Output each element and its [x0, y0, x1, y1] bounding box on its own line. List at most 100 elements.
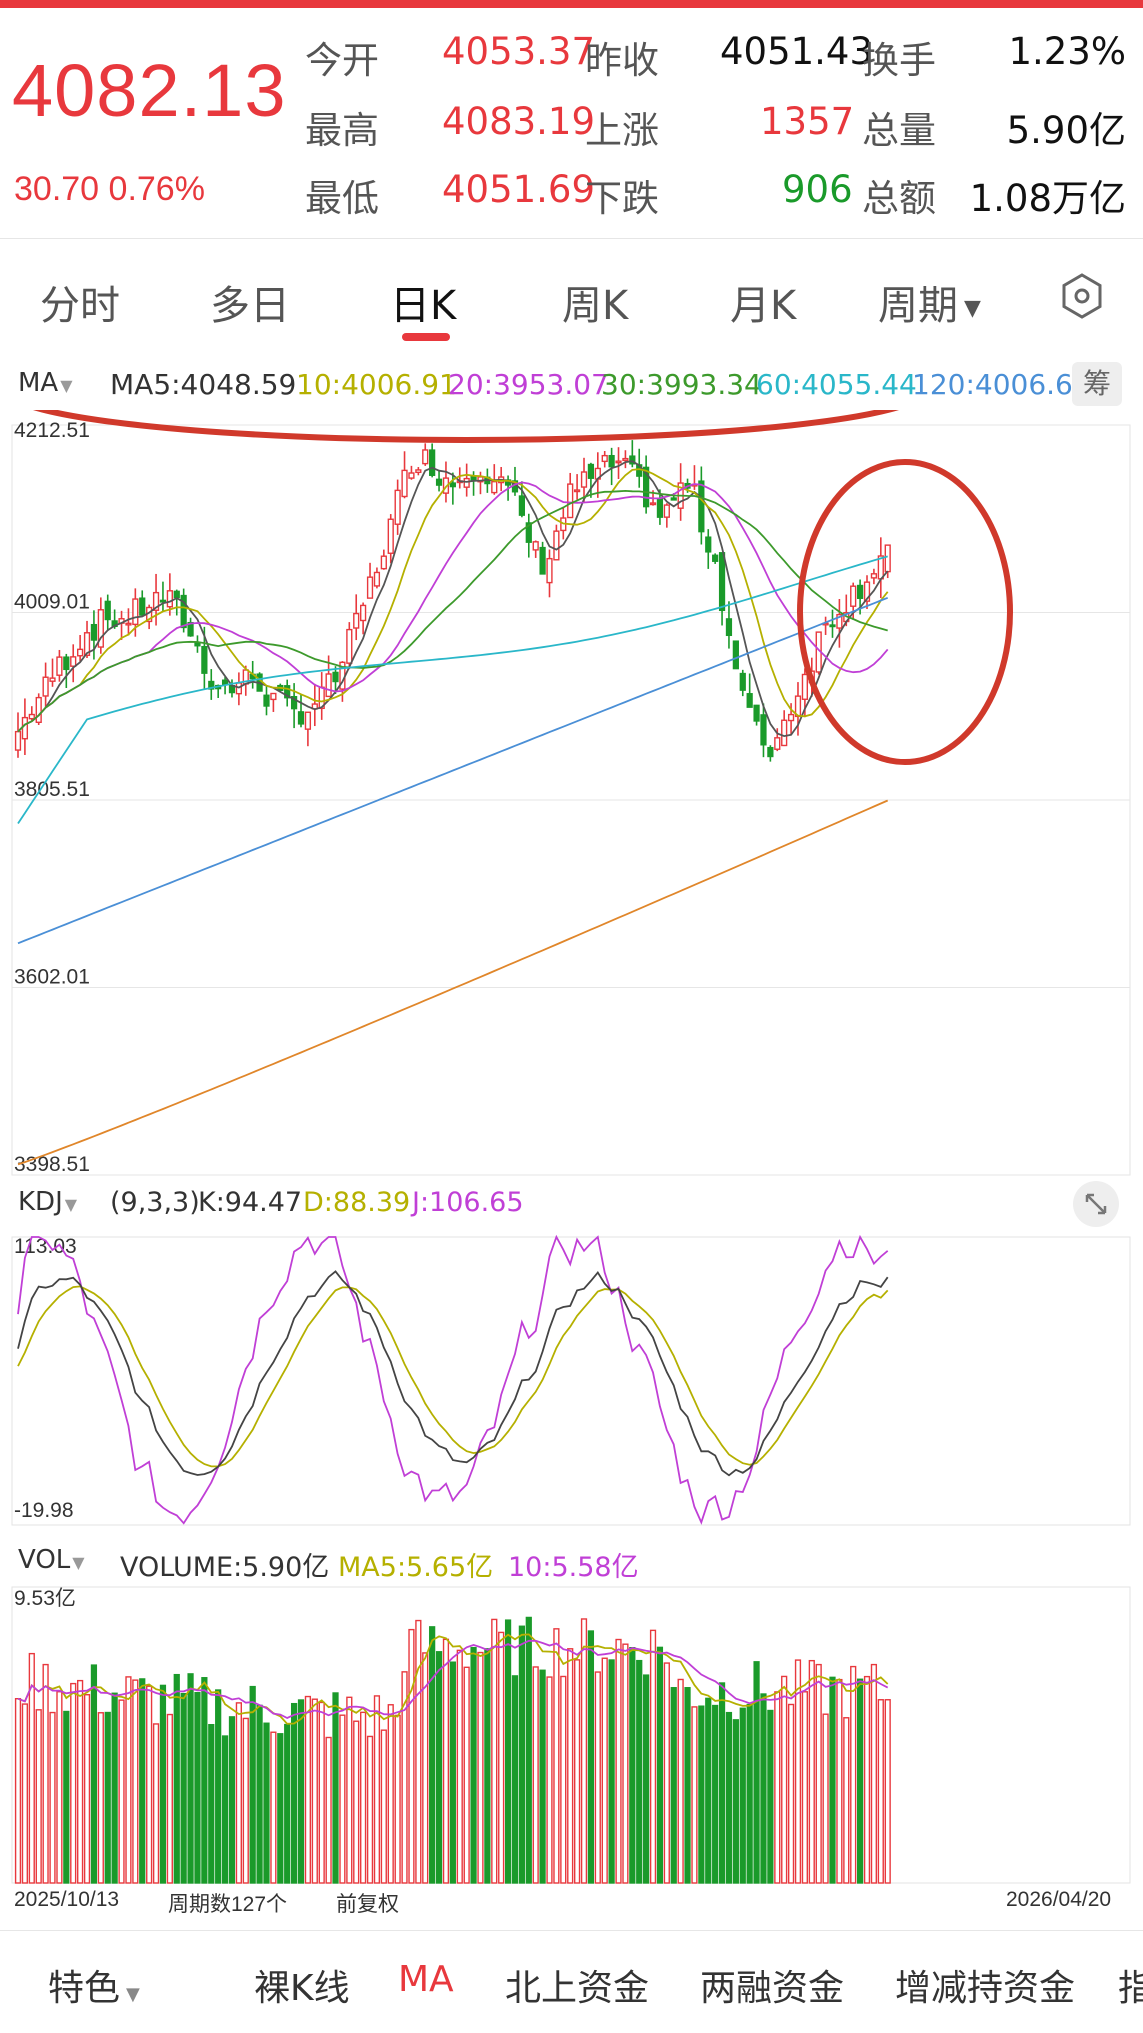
candle-body	[104, 600, 111, 621]
tab-monthly-k[interactable]: 月K	[730, 283, 797, 329]
quote-label: 换手	[862, 39, 936, 82]
ma-selector-label: MA	[18, 368, 59, 398]
nav-naked-k[interactable]: 裸K线	[254, 1968, 350, 2009]
volume-value: VOLUME:5.90亿	[120, 1552, 330, 1583]
vol-ma5-line	[17, 1633, 889, 1725]
ma120-value: 120:4006.69	[912, 368, 1091, 401]
ma10-value: 10:4006.91	[296, 368, 457, 401]
kdj-k-line	[17, 1270, 889, 1477]
ma30-line	[17, 489, 888, 733]
quote-value: 4053.37	[442, 30, 596, 73]
adjust-mode[interactable]: 前复权	[336, 1893, 399, 1916]
bottom-indicator-nav: 特色 ▼ 裸K线 MA 北上资金 两融资金 增减持资金 指	[0, 1930, 1143, 2033]
settings-hexagon-icon[interactable]	[1058, 272, 1106, 320]
tab-multiday[interactable]: 多日	[210, 283, 290, 329]
candle-body	[152, 591, 160, 611]
volume-bar	[373, 1695, 381, 1884]
vol-indicator-line: VOL ▼ VOLUME:5.90亿 MA5:5.65亿 10:5.58亿	[0, 1543, 1143, 1583]
candle-body	[360, 604, 367, 622]
ma-selector[interactable]: MA ▼	[18, 368, 73, 398]
nav-margin[interactable]: 两融资金	[700, 1968, 845, 2009]
candle-body	[836, 613, 843, 629]
volume-bar	[380, 1729, 387, 1884]
candle-body	[304, 711, 312, 730]
volume-bar	[290, 1702, 298, 1884]
volume-bar	[663, 1662, 670, 1884]
volume-bar	[525, 1616, 532, 1884]
volume-bar	[705, 1697, 712, 1884]
candle-body	[28, 713, 35, 720]
chip-distribution-button[interactable]: 筹	[1072, 362, 1122, 406]
tab-period[interactable]: 周期 ▼	[878, 273, 981, 331]
volume-bar	[235, 1702, 242, 1884]
tab-daily-k[interactable]: 日K	[390, 283, 457, 329]
nav-holding-change[interactable]: 增减持资金	[895, 1968, 1076, 2009]
candle-body	[380, 555, 387, 570]
tab-weekly-k[interactable]: 周K	[562, 283, 629, 329]
volume-bar	[70, 1682, 77, 1884]
top-accent-bar	[0, 0, 1143, 8]
caret-down-icon: ▼	[64, 1195, 78, 1214]
candle-body	[90, 623, 98, 641]
candle-body	[42, 676, 49, 697]
volume-bar	[360, 1711, 367, 1884]
candle-body	[656, 497, 664, 518]
volume-bar	[774, 1691, 781, 1884]
volume-bar	[311, 1698, 318, 1884]
quote-value: 1357	[760, 100, 855, 143]
tab-period-label: 周期	[878, 283, 958, 329]
tab-intraday[interactable]: 分时	[40, 283, 120, 329]
candle-body	[670, 497, 677, 501]
nav-featured[interactable]: 特色 ▼	[48, 1959, 140, 2011]
expand-icon[interactable]	[1073, 1181, 1119, 1227]
candle-body	[132, 598, 139, 626]
kdj-indicator-line: KDJ ▼ (9,3,3) K:94.47 D:88.39 J:106.65	[0, 1181, 1143, 1227]
candle-body	[63, 656, 70, 671]
candle-body	[525, 522, 532, 543]
volume-bar	[256, 1704, 263, 1884]
chart-canvas[interactable]: 4212.51 4009.01 3805.51 3602.01 3398.51 113.0…	[0, 410, 1143, 1970]
candle-body	[201, 645, 208, 674]
candle-body	[781, 719, 788, 747]
candle-body	[829, 624, 836, 628]
kdj-params: (9,3,3)	[110, 1187, 200, 1218]
ma60-line	[17, 555, 888, 824]
candle-body	[553, 530, 560, 561]
annotation-ellipse-latest	[797, 459, 1013, 765]
candle-body	[353, 612, 360, 629]
vol-selector[interactable]: VOL ▼	[18, 1545, 85, 1575]
candle-body	[180, 594, 187, 629]
kdj-j-line	[17, 1234, 889, 1525]
kdj-j-value: J:106.65	[412, 1187, 524, 1218]
volume-bar	[546, 1676, 553, 1884]
ma5-line	[17, 460, 889, 738]
volume-bar	[511, 1675, 519, 1884]
quote-label: 总量	[862, 109, 936, 152]
active-tab-underline	[402, 333, 450, 341]
volume-bar	[284, 1723, 291, 1884]
nav-more[interactable]: 指	[1118, 1968, 1143, 2009]
volume-bar	[822, 1713, 829, 1884]
volume-bar	[77, 1679, 84, 1884]
quote-header: 4082.13 30.70 0.76%	[0, 8, 1143, 239]
main-y-tick-label: 4009.01	[14, 591, 90, 614]
ma250-line	[17, 799, 889, 1166]
nav-northbound[interactable]: 北上资金	[505, 1968, 650, 2009]
kdj-y-tick-label: 113.03	[14, 1235, 77, 1258]
kdj-frame	[11, 1236, 1131, 1526]
quote-label: 上涨	[585, 109, 659, 152]
volume-bar	[408, 1628, 415, 1884]
nav-ma[interactable]: MA	[398, 1959, 454, 2000]
ma20-line	[17, 481, 889, 733]
volume-bar	[173, 1673, 180, 1884]
volume-bar	[587, 1630, 595, 1884]
volume-bar	[567, 1648, 574, 1884]
kdj-selector[interactable]: KDJ ▼	[18, 1187, 77, 1217]
volume-bar	[63, 1710, 70, 1884]
kdj-y-tick-label: -19.98	[14, 1499, 74, 1522]
quote-label: 下跌	[585, 177, 659, 220]
volume-bar	[677, 1678, 684, 1884]
volume-bar	[484, 1648, 491, 1884]
volume-bar	[249, 1685, 256, 1884]
volume-bar	[856, 1678, 864, 1884]
